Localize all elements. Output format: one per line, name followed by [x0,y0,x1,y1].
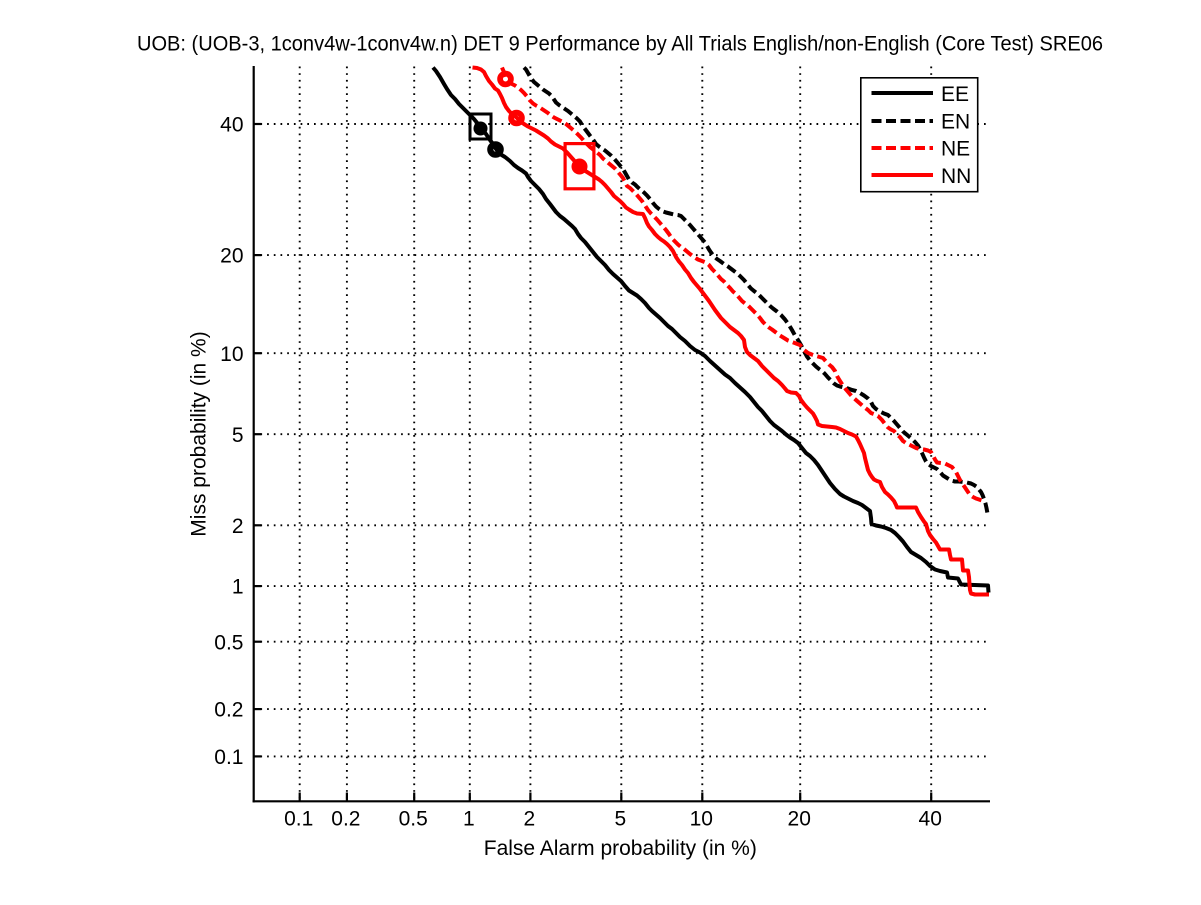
svg-text:10: 10 [220,343,243,366]
svg-text:EN: EN [941,111,970,134]
svg-text:EE: EE [941,83,969,106]
svg-text:20: 20 [220,245,243,268]
svg-text:0.2: 0.2 [214,699,243,722]
svg-text:0.2: 0.2 [331,808,360,831]
svg-text:NN: NN [941,165,971,188]
svg-text:5: 5 [614,808,626,831]
svg-text:40: 40 [220,114,243,137]
svg-text:UOB: (UOB-3, 1conv4w-1conv4w.n: UOB: (UOB-3, 1conv4w-1conv4w.n) DET 9 Pe… [137,33,1103,56]
svg-text:0.1: 0.1 [214,746,243,769]
svg-text:20: 20 [788,808,811,831]
svg-text:2: 2 [232,515,244,538]
svg-text:0.5: 0.5 [399,808,428,831]
svg-text:False Alarm probability (in %): False Alarm probability (in %) [484,837,757,860]
svg-text:40: 40 [919,808,942,831]
svg-text:2: 2 [524,808,536,831]
svg-text:0.1: 0.1 [284,808,313,831]
svg-text:10: 10 [690,808,713,831]
svg-text:5: 5 [232,424,244,447]
svg-text:Miss probability (in %): Miss probability (in %) [188,331,211,536]
svg-text:0.5: 0.5 [214,631,243,654]
svg-text:NE: NE [941,138,970,161]
svg-text:1: 1 [463,808,475,831]
svg-text:1: 1 [232,576,244,599]
